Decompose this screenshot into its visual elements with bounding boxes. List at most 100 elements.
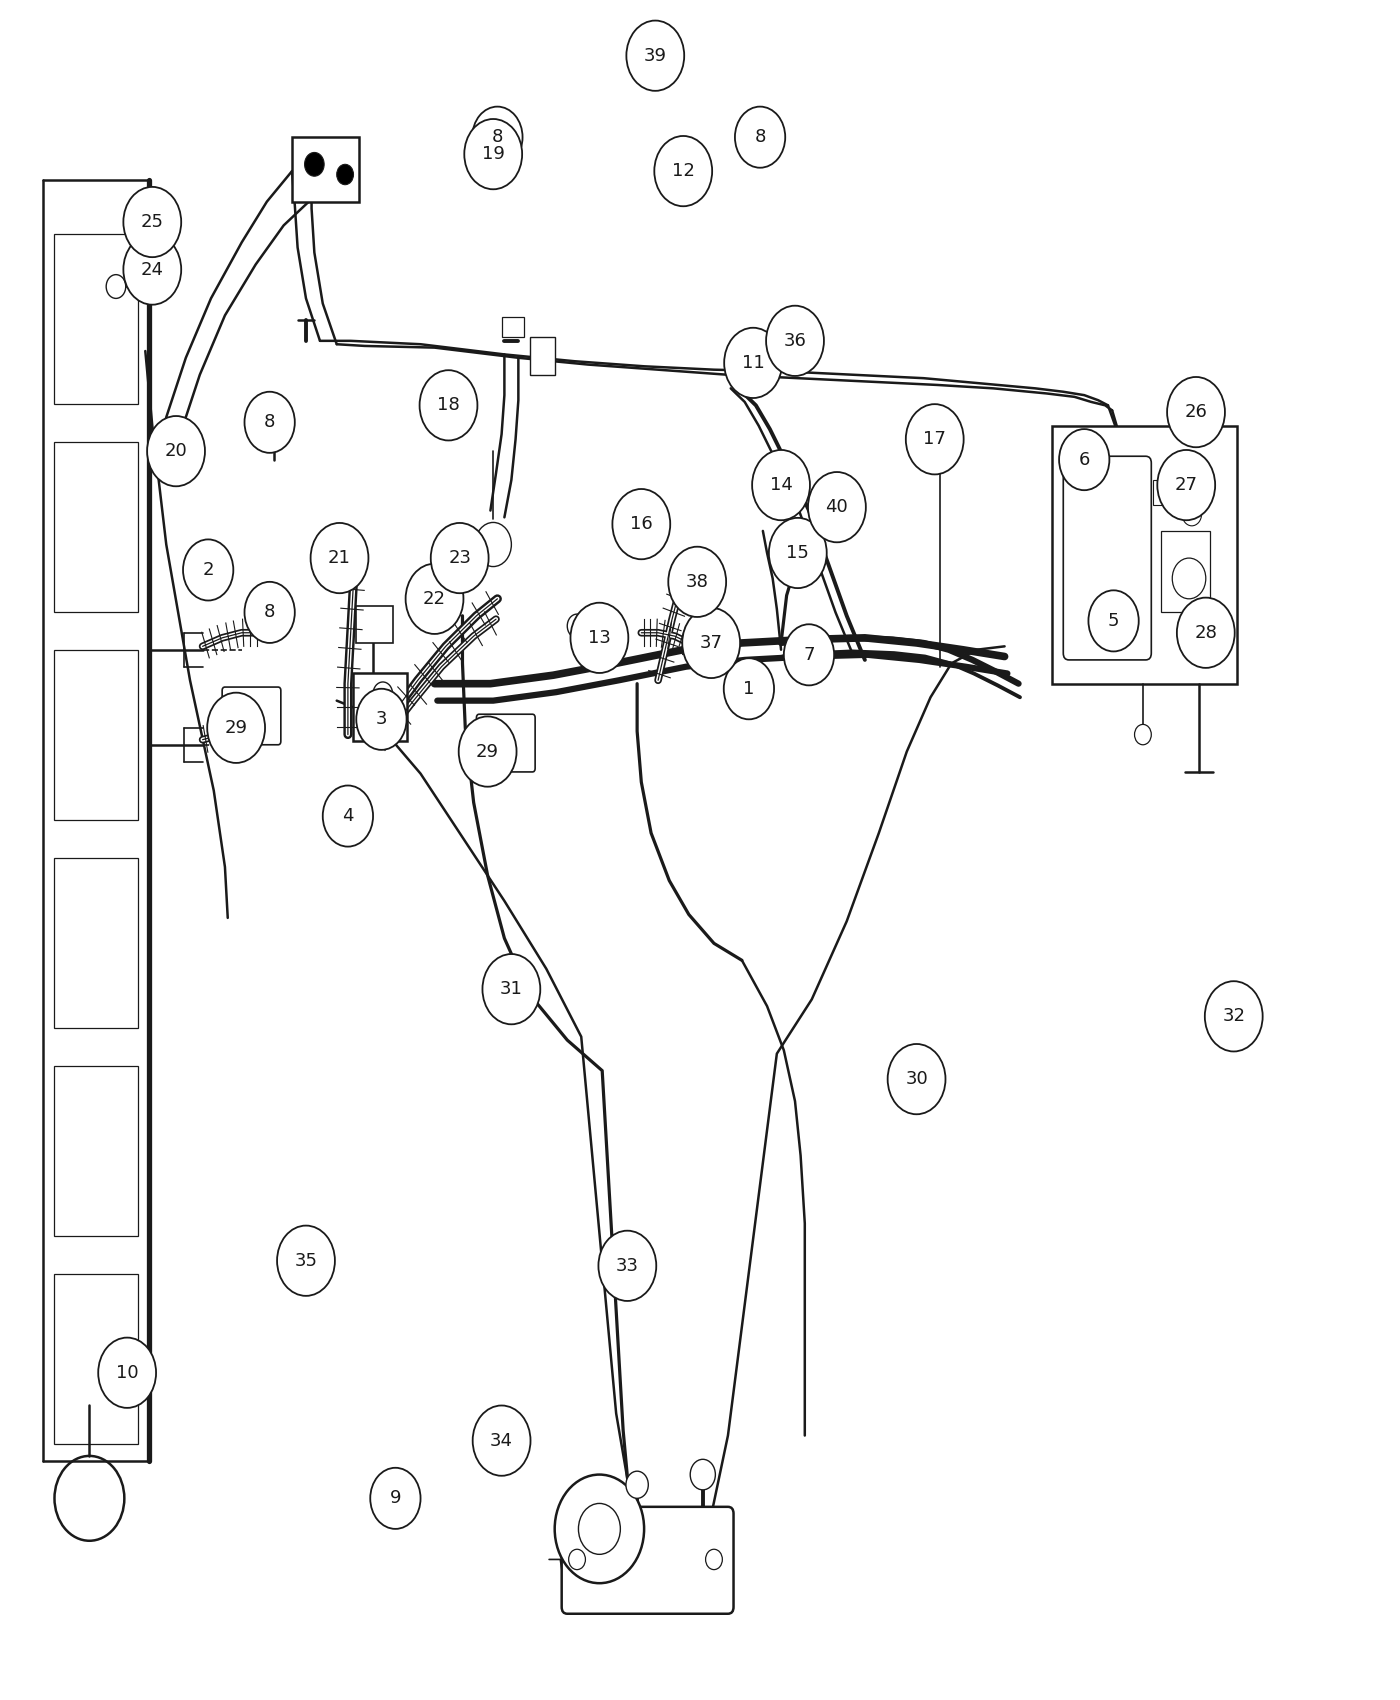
Circle shape bbox=[475, 522, 511, 566]
Bar bbox=[529, 337, 554, 374]
Circle shape bbox=[1088, 590, 1138, 651]
Text: 9: 9 bbox=[389, 1489, 402, 1508]
Text: 12: 12 bbox=[672, 162, 694, 180]
Circle shape bbox=[1058, 428, 1109, 490]
Circle shape bbox=[554, 1474, 644, 1583]
Circle shape bbox=[98, 1338, 155, 1408]
Circle shape bbox=[147, 416, 204, 486]
Circle shape bbox=[431, 524, 489, 593]
Text: 26: 26 bbox=[1184, 403, 1207, 422]
Circle shape bbox=[305, 153, 325, 177]
Text: 8: 8 bbox=[755, 128, 766, 146]
Circle shape bbox=[568, 1549, 585, 1569]
Circle shape bbox=[311, 524, 368, 593]
Circle shape bbox=[668, 547, 727, 617]
Bar bbox=[55, 1273, 139, 1443]
Circle shape bbox=[769, 518, 827, 588]
Bar bbox=[356, 605, 392, 643]
Circle shape bbox=[207, 692, 265, 763]
Circle shape bbox=[1182, 502, 1201, 525]
Text: 17: 17 bbox=[923, 430, 946, 449]
Circle shape bbox=[337, 165, 353, 185]
Text: 3: 3 bbox=[375, 711, 388, 728]
Text: 8: 8 bbox=[265, 604, 276, 622]
Text: 30: 30 bbox=[906, 1069, 928, 1088]
FancyBboxPatch shape bbox=[476, 714, 535, 772]
Circle shape bbox=[888, 1044, 945, 1114]
Text: 23: 23 bbox=[448, 549, 472, 568]
Text: 22: 22 bbox=[423, 590, 447, 609]
Circle shape bbox=[906, 405, 963, 474]
Circle shape bbox=[682, 609, 741, 678]
Circle shape bbox=[183, 539, 234, 600]
Circle shape bbox=[1182, 629, 1201, 653]
Circle shape bbox=[567, 614, 587, 638]
Text: 2: 2 bbox=[203, 561, 214, 580]
Text: 27: 27 bbox=[1175, 476, 1198, 495]
FancyBboxPatch shape bbox=[1063, 456, 1151, 660]
Circle shape bbox=[626, 20, 685, 90]
Circle shape bbox=[932, 444, 949, 464]
Circle shape bbox=[372, 682, 392, 706]
Circle shape bbox=[263, 411, 280, 432]
Text: 38: 38 bbox=[686, 573, 708, 592]
Circle shape bbox=[735, 107, 785, 168]
Circle shape bbox=[1123, 484, 1142, 508]
Circle shape bbox=[465, 119, 522, 189]
Circle shape bbox=[1158, 450, 1215, 520]
Text: 20: 20 bbox=[165, 442, 188, 461]
Circle shape bbox=[706, 1549, 722, 1569]
Text: 29: 29 bbox=[476, 743, 500, 760]
Text: 36: 36 bbox=[784, 332, 806, 350]
Circle shape bbox=[459, 716, 517, 787]
Circle shape bbox=[483, 954, 540, 1025]
Text: 1: 1 bbox=[743, 680, 755, 697]
Text: 8: 8 bbox=[491, 128, 503, 146]
Text: 8: 8 bbox=[265, 413, 276, 432]
Circle shape bbox=[1177, 598, 1235, 668]
Text: 31: 31 bbox=[500, 981, 522, 998]
Text: 34: 34 bbox=[490, 1431, 512, 1450]
Circle shape bbox=[752, 450, 811, 520]
Text: 5: 5 bbox=[1107, 612, 1120, 631]
Text: 35: 35 bbox=[294, 1251, 318, 1270]
Bar bbox=[55, 1066, 139, 1236]
Text: 18: 18 bbox=[437, 396, 459, 415]
Circle shape bbox=[690, 1459, 715, 1489]
Circle shape bbox=[356, 688, 406, 750]
Circle shape bbox=[724, 658, 774, 719]
Bar bbox=[1152, 479, 1208, 505]
Circle shape bbox=[724, 328, 783, 398]
Text: 14: 14 bbox=[770, 476, 792, 495]
Circle shape bbox=[1168, 377, 1225, 447]
Circle shape bbox=[420, 371, 477, 440]
Circle shape bbox=[598, 1231, 657, 1300]
Text: 19: 19 bbox=[482, 144, 504, 163]
Circle shape bbox=[612, 490, 671, 559]
Text: 24: 24 bbox=[141, 260, 164, 279]
Circle shape bbox=[123, 187, 181, 257]
Circle shape bbox=[123, 235, 181, 304]
Bar bbox=[293, 138, 358, 202]
Text: 25: 25 bbox=[141, 212, 164, 231]
FancyBboxPatch shape bbox=[223, 687, 281, 745]
Text: 21: 21 bbox=[328, 549, 351, 568]
Circle shape bbox=[277, 1226, 335, 1295]
Circle shape bbox=[370, 1467, 420, 1528]
Circle shape bbox=[472, 107, 522, 168]
Text: 37: 37 bbox=[700, 634, 722, 651]
Circle shape bbox=[106, 275, 126, 299]
Text: 6: 6 bbox=[1078, 450, 1091, 469]
Circle shape bbox=[570, 604, 629, 673]
Circle shape bbox=[654, 136, 713, 206]
Circle shape bbox=[1172, 558, 1205, 598]
Circle shape bbox=[245, 391, 295, 452]
Circle shape bbox=[626, 1470, 648, 1498]
Bar bbox=[501, 318, 524, 337]
Circle shape bbox=[808, 473, 865, 542]
Text: 32: 32 bbox=[1222, 1008, 1245, 1025]
Bar bbox=[353, 673, 406, 741]
Bar bbox=[1053, 425, 1236, 683]
Circle shape bbox=[1205, 981, 1263, 1052]
Text: 15: 15 bbox=[787, 544, 809, 563]
